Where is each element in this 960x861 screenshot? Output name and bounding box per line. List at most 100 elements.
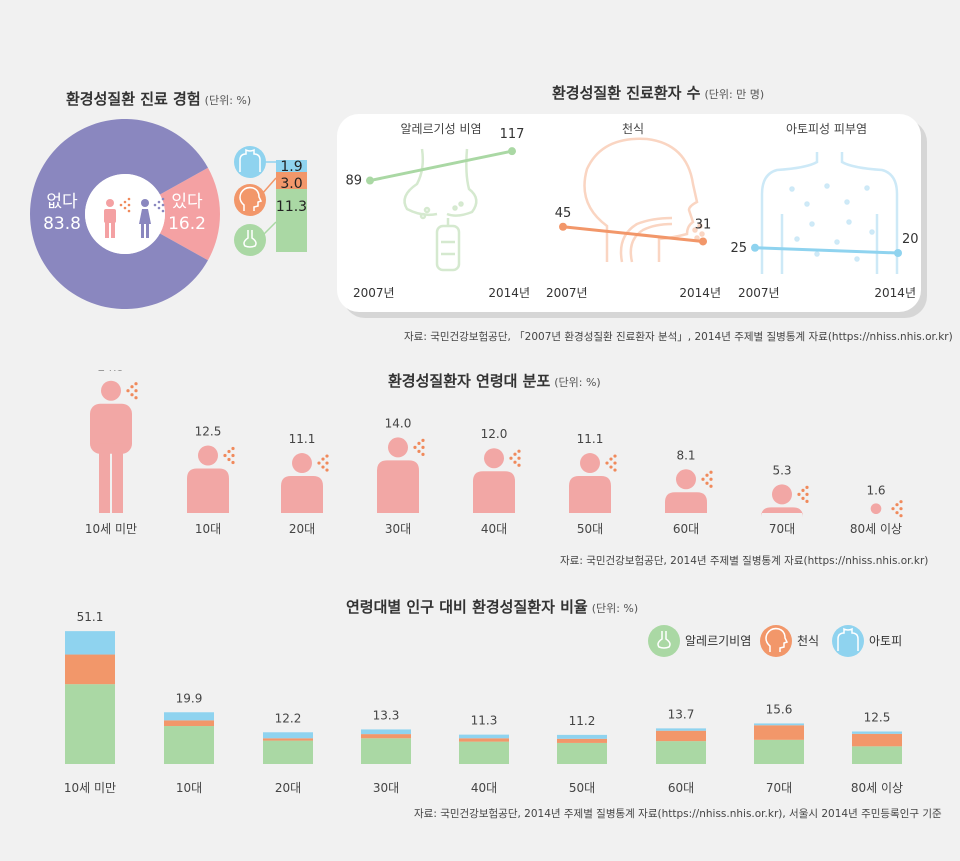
panel-rhinitis-title: 알레르기성 비염 xyxy=(400,122,481,136)
ratio-bar-rhinitis xyxy=(361,738,411,764)
breakdown-atopy-value: 1.9 xyxy=(280,159,302,175)
donut-unit: (단위: %) xyxy=(204,94,252,107)
panel-rhinitis-year-end: 2014년 xyxy=(488,286,530,300)
spray-icon xyxy=(223,446,235,465)
person-icon xyxy=(281,453,323,513)
breakdown-asthma-value: 3.0 xyxy=(280,176,302,192)
spray-icon xyxy=(605,454,617,472)
age-dist-value: 12.5 xyxy=(195,425,222,439)
ratio-bar-asthma xyxy=(361,734,411,739)
ratio-bar-asthma xyxy=(65,654,115,685)
patients-source: 자료: 국민건강보험공단, 「2007년 환경성질환 진료환자 분석」, 201… xyxy=(404,331,953,343)
panel-asthma-value-start: 45 xyxy=(555,206,572,221)
donut-title-text: 환경성질환 진료 경험 xyxy=(66,90,201,108)
ratio-total-label: 11.2 xyxy=(569,714,596,728)
panel-rhinitis-value-start: 89 xyxy=(345,174,362,189)
panel-asthma-year-start: 2007년 xyxy=(546,286,588,300)
ratio-bar-asthma xyxy=(263,738,313,741)
ratio-bar-rhinitis xyxy=(459,741,509,764)
panel-asthma-value-end: 31 xyxy=(695,217,712,232)
spray-icon xyxy=(509,449,521,467)
age-dist-unit: (단위: %) xyxy=(554,376,601,389)
age-dist-title: 환경성질환자 연령대 분포 (단위: %) xyxy=(388,370,601,391)
person-body xyxy=(187,468,229,513)
ratio-category: 50대 xyxy=(569,781,595,795)
panel-atopy-line xyxy=(754,246,899,255)
person-icon xyxy=(473,448,515,513)
patients-title-text: 환경성질환 진료환자 수 xyxy=(552,84,701,102)
panel-asthma-year-end: 2014년 xyxy=(679,286,721,300)
person-head xyxy=(388,437,408,458)
ratio-bar-asthma xyxy=(754,725,804,740)
ratio-bar-atopy xyxy=(361,729,411,735)
ratio-bar-atopy xyxy=(656,728,706,731)
ratio-bar-atopy xyxy=(263,732,313,739)
person-head xyxy=(870,503,882,514)
legend-rhinitis-label: 알레르기비염 xyxy=(685,634,751,648)
panel-asthma-title: 천식 xyxy=(622,121,644,136)
panel-asthma-point-end xyxy=(699,237,707,246)
panel-rhinitis-year-start: 2007년 xyxy=(353,286,395,300)
ratio-bar-asthma xyxy=(656,730,706,742)
yes-label: 있다 xyxy=(171,192,203,212)
spray-icon xyxy=(317,454,329,472)
ratio-category: 30대 xyxy=(373,781,399,795)
person-body xyxy=(90,403,132,454)
nose-illustration xyxy=(403,148,478,272)
ratio-bar-asthma xyxy=(557,738,607,743)
ratio-category: 20대 xyxy=(275,781,301,795)
ratio-title-text: 연령대별 인구 대비 환경성질환자 비율 xyxy=(346,598,588,616)
ratio-bar-rhinitis xyxy=(557,742,607,764)
ratio-bar-rhinitis xyxy=(65,684,115,764)
age-distribution-chart: 24.5 10세 미만 12.5 10대 11.1 20대 14.0 30대 12.0 40대 11… xyxy=(85,370,903,536)
ratio-bar-atopy xyxy=(557,734,607,739)
person-icon xyxy=(90,380,132,513)
ratio-bar-asthma xyxy=(852,733,902,747)
asthma-connector xyxy=(261,177,277,195)
person-body xyxy=(281,476,323,513)
ratio-category: 80세 이상 xyxy=(851,781,903,795)
spray-icon xyxy=(126,382,138,400)
age-dist-category: 30대 xyxy=(385,522,411,536)
spray-icon xyxy=(413,438,425,456)
panel-atopy-point-end xyxy=(894,249,902,257)
legend-rhinitis: 알레르기비염 xyxy=(648,625,751,657)
yes-slice xyxy=(159,167,220,261)
spray-icon xyxy=(701,470,713,488)
panel-rhinitis-point-start xyxy=(366,176,374,185)
person-head xyxy=(772,484,792,505)
person-body xyxy=(761,507,803,518)
none-slice xyxy=(30,118,208,309)
spray-icon xyxy=(891,500,903,518)
person-icon xyxy=(665,469,707,513)
age-dist-value: 11.1 xyxy=(289,432,316,446)
ratio-total-label: 12.5 xyxy=(864,711,891,725)
person-head xyxy=(676,469,696,490)
none-value-label: 83.8 xyxy=(43,214,81,234)
back-illustration xyxy=(760,152,899,274)
patients-chart: 알레르기성 비염 89 117 2007년 2014년 천식 45 31 2007년 2014년 아… xyxy=(345,121,918,300)
panel-rhinitis-point-end xyxy=(508,147,516,156)
torso-icon xyxy=(832,625,864,657)
patients-title: 환경성질환 진료환자 수 (단위: 만 명) xyxy=(552,82,764,103)
breakdown-atopy-bar xyxy=(276,160,307,172)
donut-title: 환경성질환 진료 경험 (단위: %) xyxy=(66,88,251,109)
panel-asthma-point-start xyxy=(559,222,567,231)
ratio-bar-atopy xyxy=(852,731,902,734)
person-leg-left xyxy=(99,443,110,513)
ratio-category: 10대 xyxy=(176,781,202,795)
age-dist-category: 10세 미만 xyxy=(85,522,137,536)
person-head xyxy=(292,453,312,474)
breakdown-asthma-bar xyxy=(276,172,307,190)
patients-panel xyxy=(337,114,921,312)
age-dist-category: 20대 xyxy=(289,522,315,536)
person-body xyxy=(665,492,707,513)
ratio-category: 40대 xyxy=(471,781,497,795)
ratio-bar-asthma xyxy=(164,720,214,727)
panel-rhinitis-value-end: 117 xyxy=(500,127,525,142)
age-dist-value: 1.6 xyxy=(866,483,885,497)
spray-icon xyxy=(119,197,131,213)
person-head xyxy=(198,445,218,466)
nose-icon xyxy=(234,224,266,256)
ratio-category: 70대 xyxy=(766,781,792,795)
